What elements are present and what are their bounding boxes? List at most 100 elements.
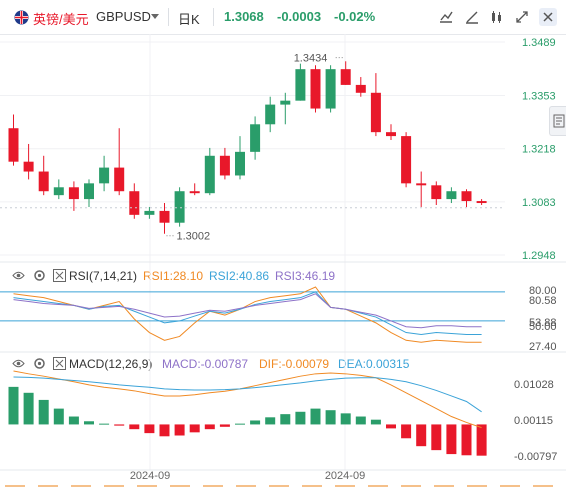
candle-body bbox=[53, 187, 64, 196]
candle-body bbox=[204, 155, 215, 194]
period-label[interactable]: 日K bbox=[178, 12, 200, 27]
macd-histogram-bar bbox=[461, 424, 472, 456]
candle-body bbox=[446, 191, 457, 200]
rsi-title: RSI(7,14,21) bbox=[69, 269, 138, 283]
candle-body bbox=[189, 191, 200, 194]
candle-body bbox=[129, 191, 140, 215]
indicator-close-icon[interactable] bbox=[53, 269, 66, 282]
grid-layer bbox=[0, 34, 566, 471]
settings-icon[interactable] bbox=[33, 357, 46, 370]
candle-body bbox=[401, 136, 412, 184]
fullscreen-icon[interactable] bbox=[513, 8, 531, 26]
rsi-tick-label: 50.00 bbox=[529, 321, 557, 333]
candle-body bbox=[325, 69, 336, 109]
symbol-code[interactable]: GBPUSD bbox=[96, 9, 151, 24]
macd-histogram-bar bbox=[23, 392, 34, 425]
last-price: 1.3068 bbox=[224, 9, 264, 24]
pair-name[interactable]: 英镑/美元 bbox=[33, 12, 89, 27]
price-tick-label: 1.3489 bbox=[522, 37, 556, 49]
macd-histogram-bar bbox=[325, 410, 336, 425]
rsi-series-rsi2 bbox=[13, 291, 482, 335]
macd-title: MACD(12,26,9) bbox=[69, 357, 153, 371]
rsi-panel bbox=[0, 286, 505, 343]
macd-histogram-bar bbox=[265, 417, 276, 425]
candle-body bbox=[159, 210, 170, 223]
candle-body bbox=[386, 132, 396, 137]
macd-tick-label: -0.00797 bbox=[514, 451, 557, 463]
rsi1-value: RSI1:28.10 bbox=[143, 269, 204, 283]
flag-uk-icon[interactable] bbox=[14, 10, 29, 25]
macd-histogram-bar bbox=[476, 424, 487, 456]
candle-body bbox=[370, 92, 381, 133]
macd-histogram-bar bbox=[8, 386, 19, 425]
macd-tick-label: 0.00115 bbox=[514, 415, 553, 427]
macd-histogram-bar bbox=[114, 424, 125, 426]
macd-histogram-bar bbox=[295, 411, 306, 425]
header-divider bbox=[213, 8, 214, 26]
candle-body bbox=[355, 84, 366, 93]
macd-histogram-bar bbox=[38, 399, 49, 425]
candle-body bbox=[416, 183, 427, 186]
macd-histogram-bar bbox=[355, 416, 366, 425]
rsi-tick-label: 80.58 bbox=[529, 295, 557, 307]
candle-body bbox=[235, 151, 245, 176]
macd-series-dea bbox=[13, 376, 482, 413]
indicator-close-icon[interactable] bbox=[53, 357, 66, 370]
x-tick-label: 2024-09 bbox=[130, 470, 170, 482]
macd-histogram-bar bbox=[446, 424, 457, 455]
visibility-icon[interactable] bbox=[12, 270, 25, 281]
candle-body bbox=[431, 185, 442, 200]
rsi2-value: RSI2:40.86 bbox=[209, 269, 270, 283]
draw-icon[interactable] bbox=[463, 8, 481, 26]
settings-icon[interactable] bbox=[33, 269, 46, 282]
macd-histogram-bar bbox=[99, 423, 110, 425]
macd-histogram-bar bbox=[280, 414, 291, 425]
dea-value: DEA:0.00315 bbox=[338, 357, 410, 371]
news-icon bbox=[553, 114, 565, 128]
price-panel: 1.3434 1.3002 bbox=[0, 53, 505, 243]
rsi-series-rsi1 bbox=[13, 286, 482, 343]
candle-body bbox=[84, 183, 94, 200]
x-tick-label: 2024-09 bbox=[325, 470, 365, 482]
candle-body bbox=[8, 128, 19, 162]
candle-body bbox=[144, 210, 155, 215]
rsi-tick-label: 80.00 bbox=[529, 285, 557, 297]
rsi3-value: RSI3:46.19 bbox=[275, 269, 336, 283]
candle-body bbox=[114, 167, 125, 192]
visibility-icon[interactable] bbox=[12, 358, 25, 369]
candle-body bbox=[280, 100, 291, 105]
rsi-tick-label: 53.88 bbox=[529, 317, 557, 329]
side-panel-tab[interactable] bbox=[549, 106, 566, 136]
macd-histogram-bar bbox=[129, 424, 140, 430]
macd-histogram-bar bbox=[84, 421, 94, 425]
price-tick-label: 1.3218 bbox=[522, 144, 556, 156]
dropdown-arrow-icon[interactable] bbox=[151, 14, 159, 20]
price-tick-label: 1.3353 bbox=[522, 91, 556, 103]
rsi-header: RSI(7,14,21) RSI1:28.10 RSI2:40.86 RSI3:… bbox=[0, 267, 566, 285]
axis-layer: 1.3489 1.3353 1.3218 1.3083 1.2948 80.0080.58… bbox=[5, 37, 557, 487]
macd-histogram-bar bbox=[53, 408, 64, 425]
macd-histogram-bar bbox=[159, 424, 170, 437]
candle-body bbox=[38, 171, 49, 192]
macd-histogram-bar bbox=[144, 424, 155, 434]
dif-value: DIF:-0.00079 bbox=[259, 357, 330, 371]
price-change: -0.0003 bbox=[277, 9, 322, 24]
indicator-icon[interactable] bbox=[488, 8, 506, 26]
macd-histogram-bar bbox=[340, 413, 351, 425]
macd-histogram-bar bbox=[310, 408, 321, 425]
price-change-pct: -0.02% bbox=[334, 9, 376, 24]
chart-type-icon[interactable] bbox=[437, 8, 455, 26]
rsi-tick-label: 27.40 bbox=[529, 341, 557, 353]
candle-body bbox=[23, 161, 34, 172]
rsi-series-rsi3 bbox=[13, 293, 482, 329]
close-icon[interactable] bbox=[539, 8, 557, 26]
macd-series-dif bbox=[13, 370, 482, 429]
header-divider bbox=[168, 8, 169, 26]
candle-body bbox=[265, 104, 276, 125]
candle-body bbox=[219, 155, 230, 176]
candle-body bbox=[99, 167, 110, 184]
macd-histogram-bar bbox=[401, 424, 412, 439]
macd-panel bbox=[8, 370, 487, 456]
